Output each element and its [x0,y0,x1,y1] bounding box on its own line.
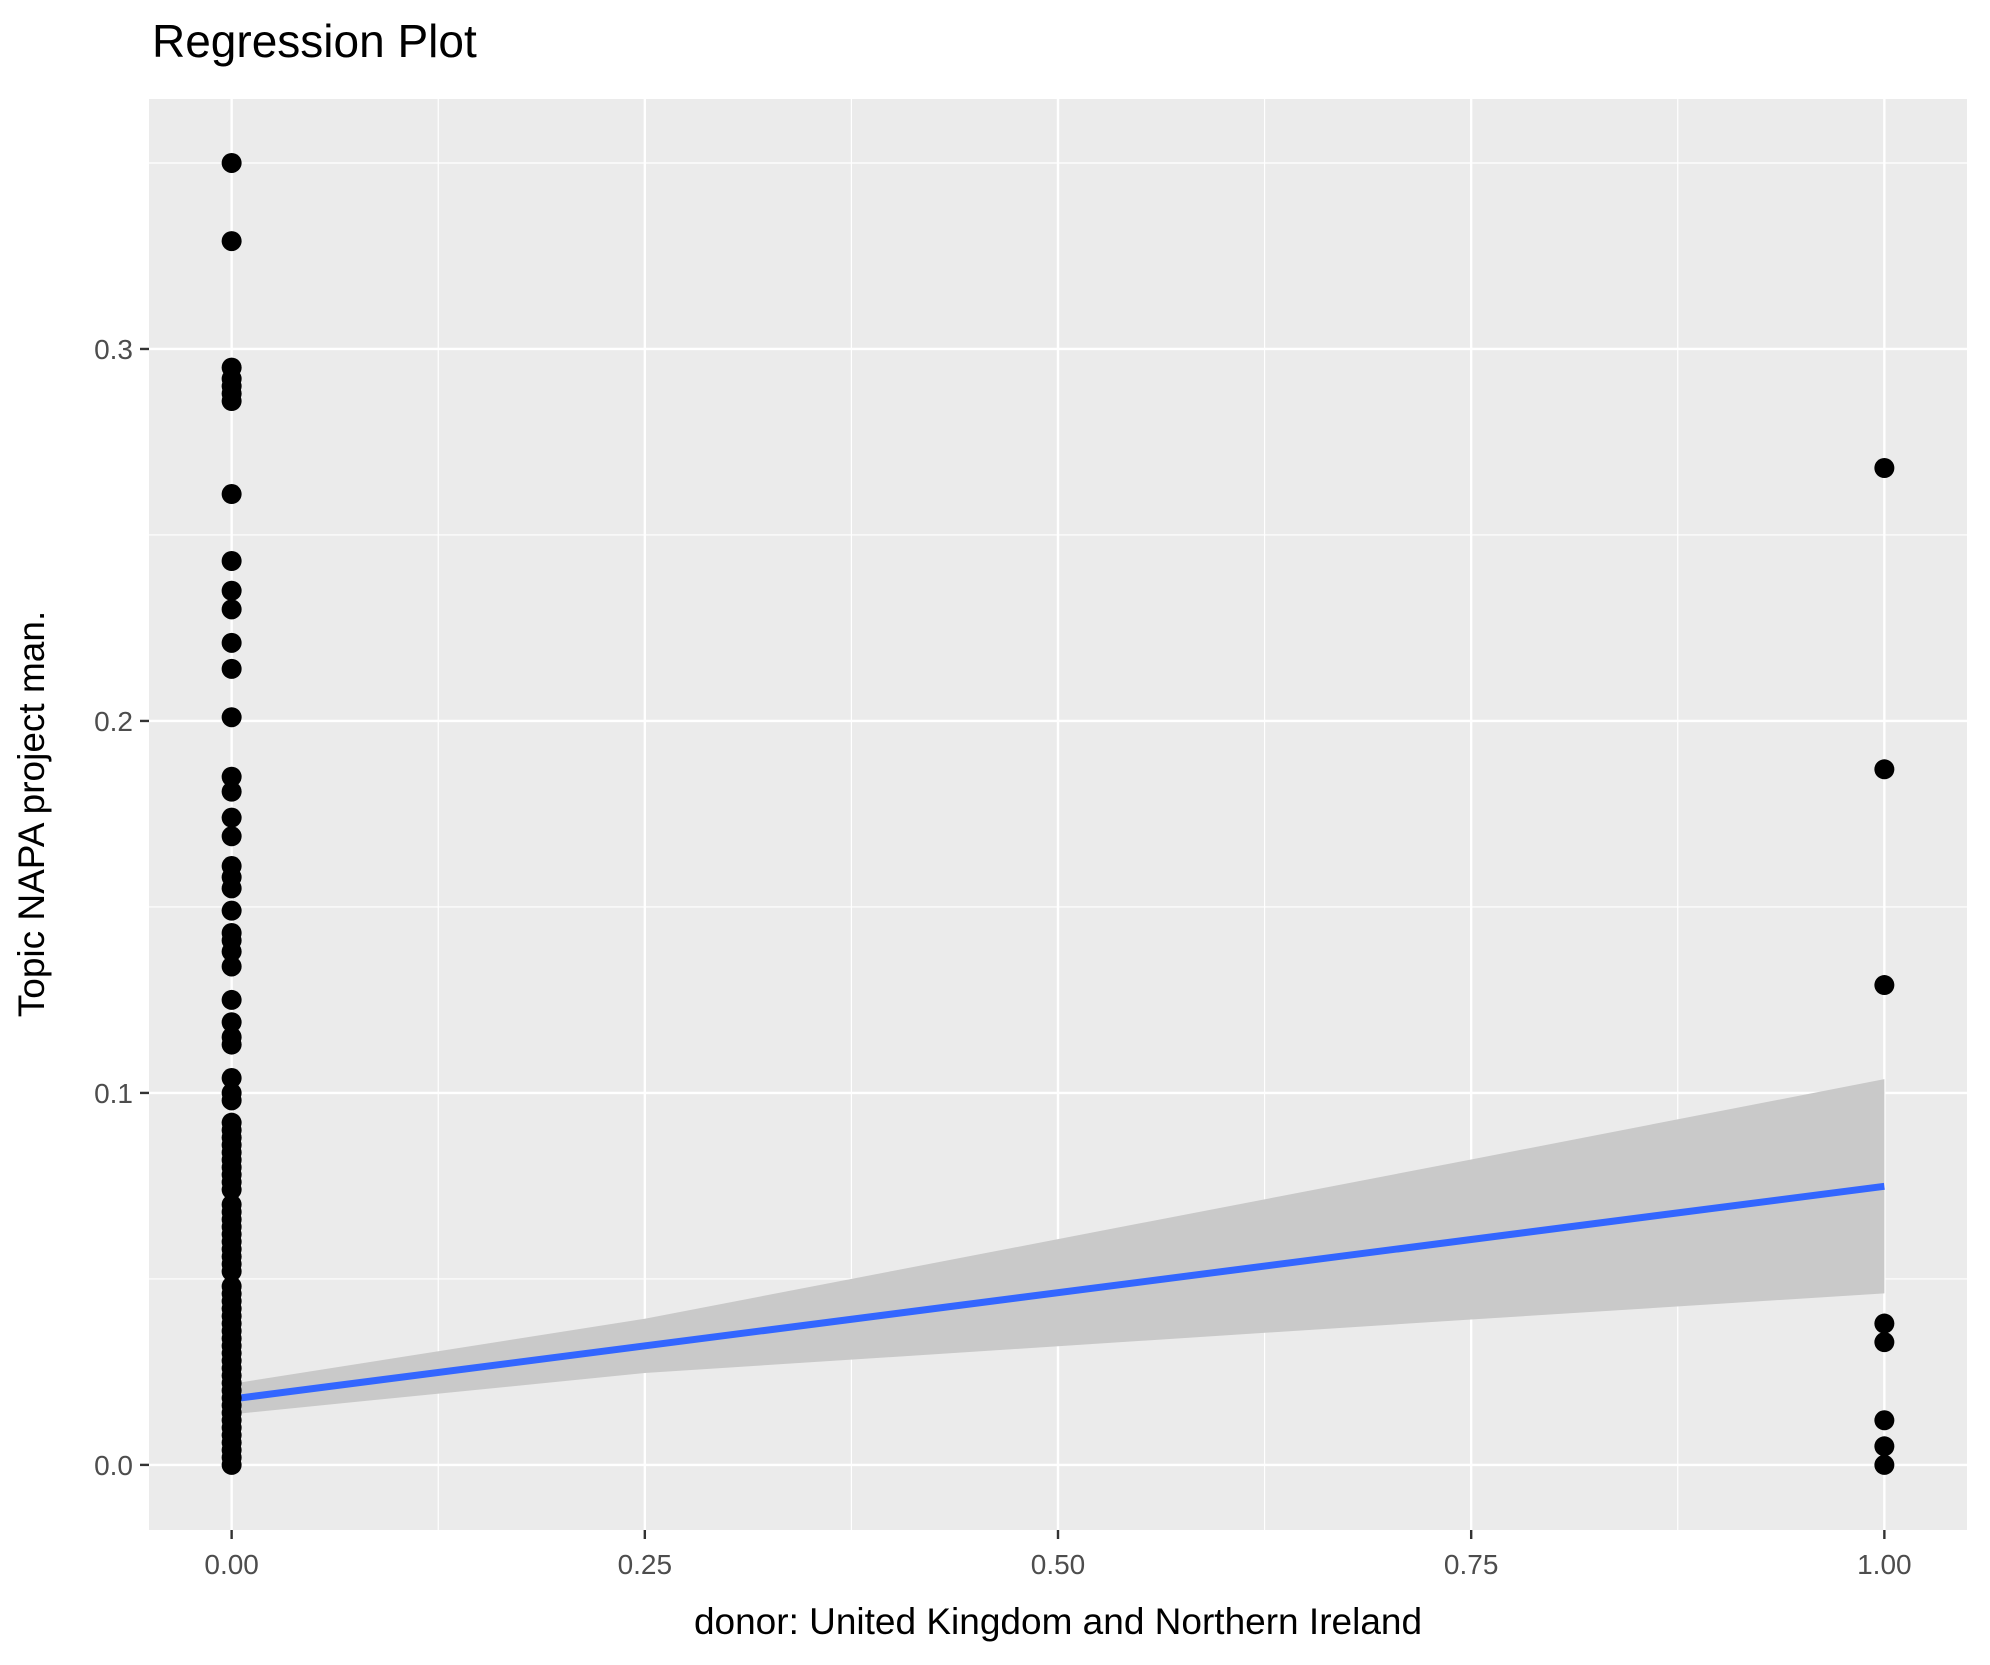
data-point [1874,1436,1895,1457]
data-point [1874,458,1895,479]
data-point [221,391,242,412]
y-axis-tick-label: 0.0 [94,1450,133,1481]
data-point [221,1179,242,1200]
data-point [221,1454,242,1475]
confidence-band [231,1079,1885,1415]
x-axis-tick-label: 0.50 [1031,1549,1086,1580]
data-point [221,1012,242,1033]
data-point [221,1034,242,1055]
data-point [1874,1410,1895,1431]
data-point [221,632,242,653]
x-axis-tick-label: 0.75 [1444,1549,1499,1580]
data-point [221,580,242,601]
data-point [221,781,242,802]
data-point [221,989,242,1010]
data-point [1874,975,1895,996]
data-point [221,231,242,252]
y-axis-tick-label: 0.3 [94,334,133,365]
x-axis-tick-label: 1.00 [1857,1549,1912,1580]
data-point [221,826,242,847]
x-axis-tick-label: 0.00 [204,1549,259,1580]
data-point [221,707,242,728]
data-point [221,599,242,620]
plot-title: Regression Plot [152,15,477,67]
data-point [1874,1332,1895,1353]
data-point [221,1090,242,1111]
data-point [221,1068,242,1089]
y-axis-tick-label: 0.1 [94,1078,133,1109]
x-axis-title: donor: United Kingdom and Northern Irela… [694,1601,1422,1642]
data-point [221,956,242,977]
data-point [221,484,242,505]
data-point [221,807,242,828]
data-point [221,878,242,899]
data-point [221,152,242,173]
y-axis-tick-label: 0.2 [94,706,133,737]
data-point [1874,1454,1895,1475]
regression-line [231,1182,1885,1403]
data-point [221,550,242,571]
data-point [221,941,242,962]
data-point [221,766,242,787]
data-point [1874,759,1895,780]
data-point [221,1261,242,1282]
data-point [221,658,242,679]
data-point [1874,1313,1895,1334]
x-axis-tick-label: 0.25 [618,1549,673,1580]
data-point [221,900,242,921]
y-axis-title: Topic NAPA project man. [11,611,52,1018]
